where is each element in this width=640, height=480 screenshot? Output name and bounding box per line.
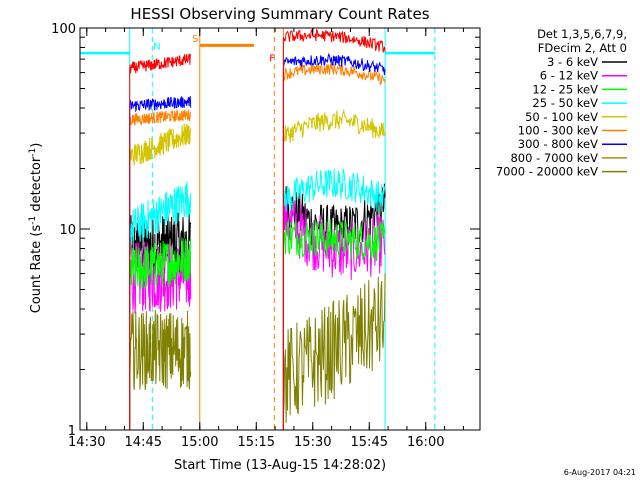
y-tick-label-1: 10	[59, 223, 76, 238]
annotation-f: F	[269, 54, 275, 65]
y-tick-label-0: 1	[68, 424, 76, 439]
series-line-4-segment-1	[282, 108, 386, 430]
plot-area: N S F	[80, 28, 436, 430]
chart-title: HESSI Observing Summary Count Rates	[130, 5, 429, 23]
series-line-6-segment-1	[282, 52, 386, 430]
series-line-5-segment-0	[129, 109, 192, 430]
annotation-n: N	[153, 42, 160, 53]
series-line-2-segment-0	[129, 238, 192, 430]
legend: Det 1,3,5,6,7,9, FDecim 2, Att 0 3 - 6 k…	[496, 27, 627, 179]
legend-header-line-2: FDecim 2, Att 0	[538, 41, 627, 55]
legend-label-1: 6 - 12 keV	[540, 69, 598, 83]
y-tick-label-2: 100	[51, 22, 76, 37]
series-line-6-segment-0	[129, 96, 192, 430]
y-axis-label: Count Rate (s-1 detector-1)	[28, 143, 44, 314]
series-line-5-segment-1	[282, 63, 386, 430]
series-line-0-segment-1	[282, 183, 386, 430]
legend-label-2: 12 - 25 keV	[532, 82, 598, 96]
series-line-2-segment-1	[282, 219, 386, 430]
legend-label-7: 800 - 7000 keV	[510, 151, 598, 165]
series-line-9-segment-0	[129, 53, 192, 430]
legend-label-4: 50 - 100 keV	[525, 110, 598, 124]
legend-label-6: 300 - 800 keV	[518, 137, 598, 151]
x-tick-label-1: 14:45	[125, 435, 162, 450]
x-tick-label-5: 15:45	[351, 435, 388, 450]
timestamp: 6-Aug-2017 04:21	[564, 468, 636, 477]
x-tick-label-6: 16:00	[407, 435, 444, 450]
legend-label-0: 3 - 6 keV	[547, 55, 598, 69]
series-line-3-segment-1	[282, 168, 386, 430]
x-axis-label: Start Time (13-Aug-15 14:28:02)	[174, 458, 386, 473]
x-tick-label-3: 15:15	[238, 435, 275, 450]
x-tick-label-4: 15:30	[294, 435, 331, 450]
legend-header-line-1: Det 1,3,5,6,7,9,	[537, 27, 627, 41]
annotation-s: S	[192, 34, 198, 45]
x-tick-label-2: 15:00	[181, 435, 218, 450]
axes: 14:30 14:45 15:00 15:15 15:30 15:45 16:00 1 10 10…	[51, 22, 481, 450]
legend-label-8: 7000 - 20000 keV	[496, 165, 598, 179]
series-line-3-segment-0	[129, 181, 192, 430]
series-line-8-segment-1	[282, 273, 386, 430]
x-tick-label-0: 14:30	[68, 435, 105, 450]
series-line-9-segment-1	[282, 28, 386, 430]
series-line-8-segment-0	[129, 309, 192, 430]
series-line-4-segment-0	[129, 123, 192, 430]
legend-label-3: 25 - 50 keV	[532, 96, 598, 110]
legend-label-5: 100 - 300 keV	[518, 124, 598, 138]
